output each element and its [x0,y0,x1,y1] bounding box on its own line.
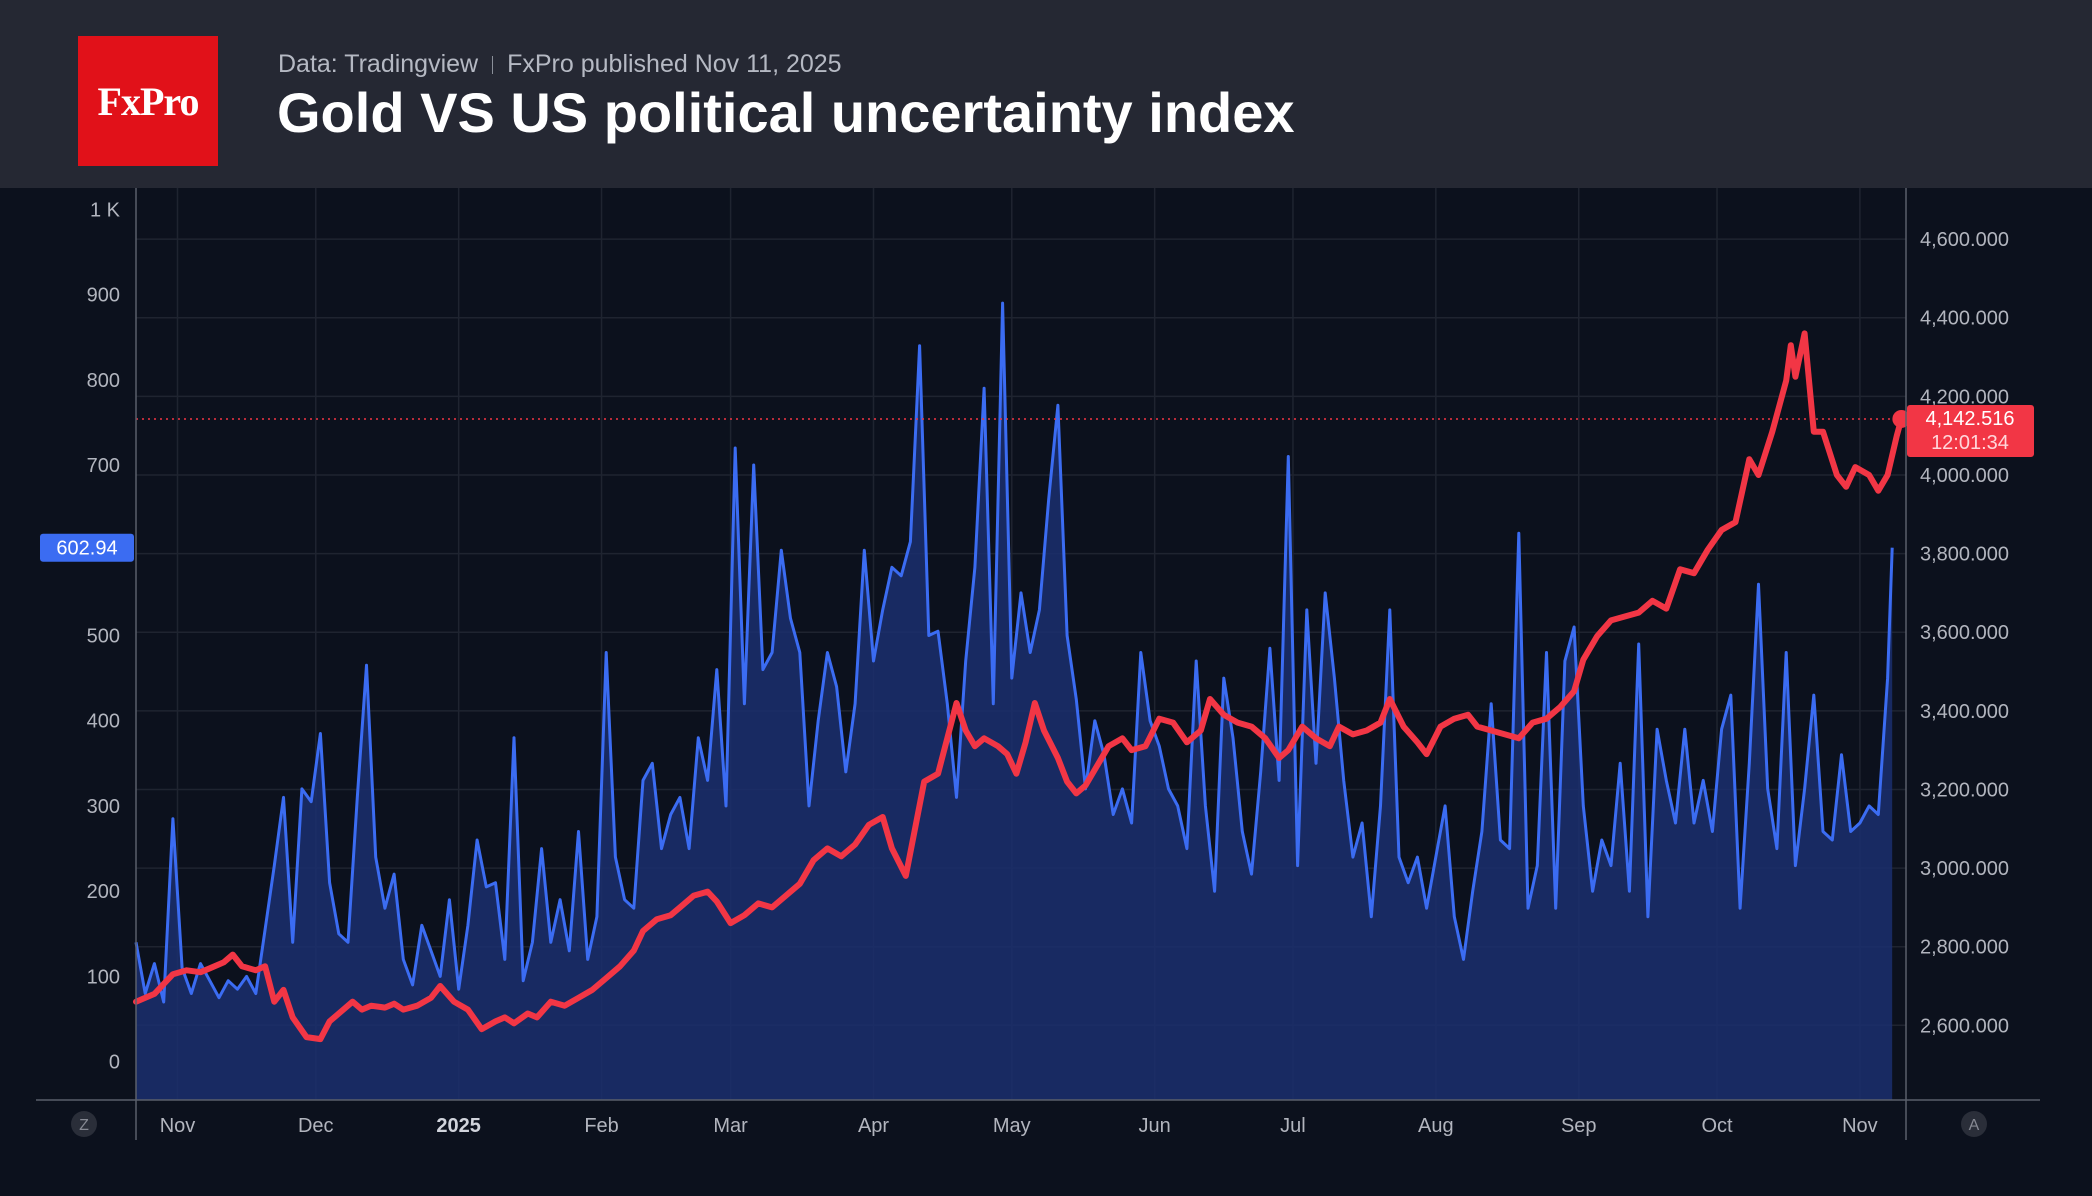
left-tick-label: 300 [87,796,120,818]
x-tick-label: Jul [1280,1115,1306,1137]
left-badge-bg [40,533,134,562]
left-tick-label: 400 [87,711,120,733]
left-last-value: 602.94 [56,538,117,560]
left-tick-label: 1 K [90,199,121,221]
right-tick-label: 4,400.000 [1920,308,2009,330]
uncertainty-line [134,301,1894,1004]
right-tick-label: 2,800.000 [1920,937,2009,959]
chart-area: 01002003004005006007008009001 K 2,600.00… [0,188,2092,1196]
left-tick-label: 700 [87,455,120,477]
right-last-value: 4,142.516 [1926,408,2015,430]
source-line: Data: Tradingview FxPro published Nov 11,… [278,50,842,79]
right-corner-label[interactable]: A [1969,1117,1980,1134]
separator [492,56,494,74]
right-axis-ticks: 2,600.000 2,800.000 3,000.000 3,200.000 3,40… [1920,229,2009,1037]
left-tick-label: 900 [87,285,120,307]
x-tick-label: Apr [858,1115,889,1137]
chart-title: Gold VS US political uncertainty index [277,81,1295,144]
right-tick-label: 2,600.000 [1920,1015,2009,1037]
fxpro-logo: FxPro [78,36,218,166]
x-tick-label: May [993,1115,1031,1137]
right-tick-label: 4,000.000 [1920,465,2009,487]
x-tick-label: Dec [298,1115,334,1137]
logo-text: FxPro [97,78,200,124]
x-axis-ticks: Nov Dec 2025 Feb Mar Apr May Jun Jul Aug Sep Oct Nov [160,1115,1878,1137]
left-corner-circle[interactable] [71,1111,97,1137]
source-text: Data: Tradingview [278,50,479,78]
left-corner-button[interactable]: Z [71,1111,97,1137]
x-tick-label: Sep [1561,1115,1597,1137]
x-tick-label: Mar [713,1115,748,1137]
header-bar: FxPro Data: Tradingview FxPro published N… [0,0,2092,188]
left-tick-label: 0 [109,1052,120,1074]
left-tick-label: 800 [87,370,120,392]
right-corner-button[interactable]: A [1961,1111,1987,1137]
x-tick-label: Nov [1842,1115,1878,1137]
published-text: FxPro published Nov 11, 2025 [507,50,842,78]
right-tick-label: 3,800.000 [1920,544,2009,566]
gold-line [133,330,1905,1043]
x-tick-label: 2025 [436,1115,481,1137]
right-tick-label: 4,600.000 [1920,229,2009,251]
left-tick-label: 200 [87,881,120,903]
right-corner-circle[interactable] [1961,1111,1987,1137]
right-tick-label: 4,200.000 [1920,386,2009,408]
x-tick-label: Jun [1139,1115,1171,1137]
x-tick-label: Aug [1418,1115,1454,1137]
axes [36,188,2040,1140]
x-tick-label: Oct [1701,1115,1733,1137]
uncertainty-area [136,303,1893,1101]
x-tick-label: Nov [160,1115,196,1137]
right-tick-label: 3,400.000 [1920,701,2009,723]
right-last-value-badge: 4,142.516 12:01:34 [1907,404,2034,457]
right-badge-bg [1907,404,2034,457]
left-last-value-badge: 602.94 [40,533,134,562]
right-countdown: 12:01:34 [1931,432,2009,454]
right-tick-label: 3,200.000 [1920,779,2009,801]
left-tick-label: 100 [87,966,120,988]
left-tick-label: 500 [87,625,120,647]
right-tick-label: 3,600.000 [1920,622,2009,644]
x-tick-label: Feb [584,1115,618,1137]
right-tick-label: 3,000.000 [1920,858,2009,880]
left-corner-label[interactable]: Z [79,1117,89,1134]
